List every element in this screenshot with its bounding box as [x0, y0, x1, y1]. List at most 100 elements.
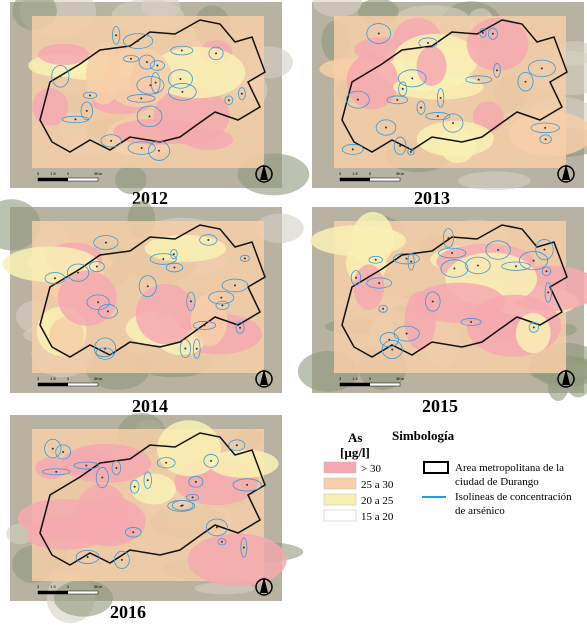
- concentration-zone: [38, 43, 90, 66]
- isoline: [530, 122, 560, 134]
- scale-bar-fill: [340, 383, 370, 386]
- scale-label: 0: [67, 171, 70, 176]
- sample-point: [547, 291, 550, 294]
- sample-point: [431, 300, 434, 303]
- sample-point: [89, 94, 92, 97]
- isoline: [122, 33, 154, 49]
- sample-point: [385, 126, 388, 129]
- isoline: [539, 134, 552, 145]
- isoline: [61, 115, 90, 124]
- isoline: [98, 304, 118, 319]
- isoline: [73, 461, 100, 470]
- isoline: [51, 64, 70, 88]
- map-panel: 3 1.5 0 3Km: [6, 412, 304, 624]
- scale-bar-fill: [38, 591, 68, 594]
- metro-boundary: [341, 224, 568, 358]
- sample-point: [220, 296, 223, 299]
- isoline: [127, 141, 156, 155]
- concentration-zone: [68, 448, 112, 478]
- isoline: [122, 55, 140, 63]
- north-arrow-needle: [562, 164, 570, 180]
- sample-point: [544, 126, 547, 129]
- sample-point: [220, 540, 223, 543]
- sample-point: [540, 67, 543, 70]
- sample-point: [77, 271, 80, 274]
- sample-point: [396, 98, 399, 101]
- isoline: [518, 251, 549, 271]
- sample-point: [158, 149, 161, 152]
- concentration-zone: [131, 473, 176, 505]
- sample-point: [391, 348, 394, 351]
- sample-point: [399, 144, 402, 147]
- sample-point: [179, 77, 182, 80]
- sample-point: [544, 138, 547, 141]
- isoline: [138, 275, 157, 298]
- north-arrow-needle: [562, 369, 570, 385]
- isoline: [528, 322, 539, 333]
- sample-point: [137, 40, 140, 43]
- isoline: [217, 538, 227, 546]
- isoline: [527, 59, 556, 78]
- sample-point: [101, 476, 104, 479]
- map-panel: 3 1.5 0 3Km: [297, 207, 587, 401]
- legend-swatch: [323, 493, 357, 506]
- isoline: [95, 347, 114, 358]
- sample-point: [532, 259, 535, 262]
- isoline: [170, 249, 178, 260]
- isoline: [75, 550, 100, 564]
- isoline: [407, 252, 415, 271]
- sample-point: [354, 276, 357, 279]
- isoline: [479, 28, 487, 38]
- legend-class-label: > 30: [361, 463, 381, 475]
- legend-swatch: [323, 461, 357, 474]
- terrain: [312, 0, 362, 18]
- sample-point: [221, 304, 224, 307]
- concentration-zone: [353, 264, 385, 311]
- legend-item-label: de arsénico: [455, 505, 505, 517]
- sample-point: [377, 32, 380, 35]
- scale-label: 1.5: [352, 171, 358, 176]
- isoline: [424, 291, 441, 312]
- sample-point: [156, 64, 159, 67]
- scale-label: 3: [37, 376, 40, 381]
- legend-class-label: 15 a 20: [361, 511, 394, 523]
- concentration-zone: [477, 312, 524, 340]
- sample-point: [374, 258, 377, 261]
- isoline: [437, 88, 445, 108]
- sample-point: [203, 324, 206, 327]
- isoline: [94, 337, 117, 360]
- sample-point: [351, 148, 354, 151]
- sample-point: [545, 270, 548, 273]
- isoline: [113, 550, 130, 569]
- sample-point: [470, 320, 473, 323]
- sample-point: [242, 546, 245, 549]
- sample-point: [148, 115, 151, 118]
- isoline: [418, 37, 438, 49]
- sample-point: [129, 57, 132, 60]
- concentration-zone: [26, 524, 104, 550]
- scale-bar-fill: [38, 383, 68, 386]
- isoline: [460, 318, 482, 326]
- sample-point: [439, 96, 442, 99]
- year-label: 2015: [422, 396, 458, 416]
- concentration-zone: [135, 283, 196, 345]
- concentration-zone: [509, 111, 587, 157]
- isoline: [221, 278, 249, 293]
- isoline: [149, 253, 177, 265]
- scale-bar-fill: [340, 178, 370, 181]
- isoline: [150, 71, 161, 94]
- legend-swatch: [323, 509, 357, 522]
- scale-label: 3: [37, 171, 40, 176]
- sample-point: [62, 450, 65, 453]
- sample-point: [495, 69, 498, 72]
- legend-unit: [µg/l]: [340, 445, 370, 460]
- terrain: [458, 171, 531, 191]
- isoline: [208, 46, 224, 61]
- isoline: [407, 148, 415, 156]
- isoline: [437, 247, 467, 259]
- isoline: [80, 101, 93, 121]
- isoline: [55, 444, 72, 460]
- isoline: [375, 119, 397, 136]
- isoline: [170, 45, 194, 56]
